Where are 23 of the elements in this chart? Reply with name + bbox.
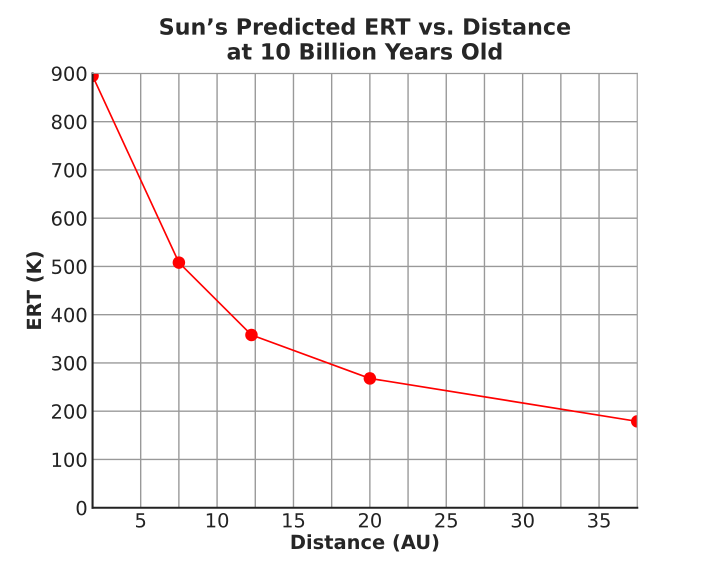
x-tick-label: 20 [358,512,381,528]
point [245,328,258,342]
x-tick-label: 30 [512,512,534,528]
y-tick-label: 800 [52,114,86,130]
x-tick-label: 35 [588,512,610,528]
x-tick-label: 10 [206,512,228,528]
y-tick-label: 200 [52,404,86,419]
x-axis-title: Distance (AU) [292,534,438,552]
y-axis-title: ERT (K) [26,252,44,329]
x-tick-label: 25 [435,512,457,528]
y-tick-label: 400 [52,308,86,322]
x-tick-label: 5 [136,513,146,528]
y-tick-label: 600 [52,211,86,226]
point [172,256,186,269]
y-tick-label: 0 [76,500,86,516]
y-tick-label: 900 [52,66,86,82]
y-tick-label: 500 [52,259,86,274]
chart-title: Sun’s Predicted ERT vs. Distance at 10 Billion Years Old [160,18,570,60]
point [364,372,376,385]
x-tick-label: 15 [283,513,304,528]
y-tick-label: 300 [52,356,86,371]
y-tick-label: 100 [52,452,86,468]
y-tick-label: 700 [52,162,86,178]
